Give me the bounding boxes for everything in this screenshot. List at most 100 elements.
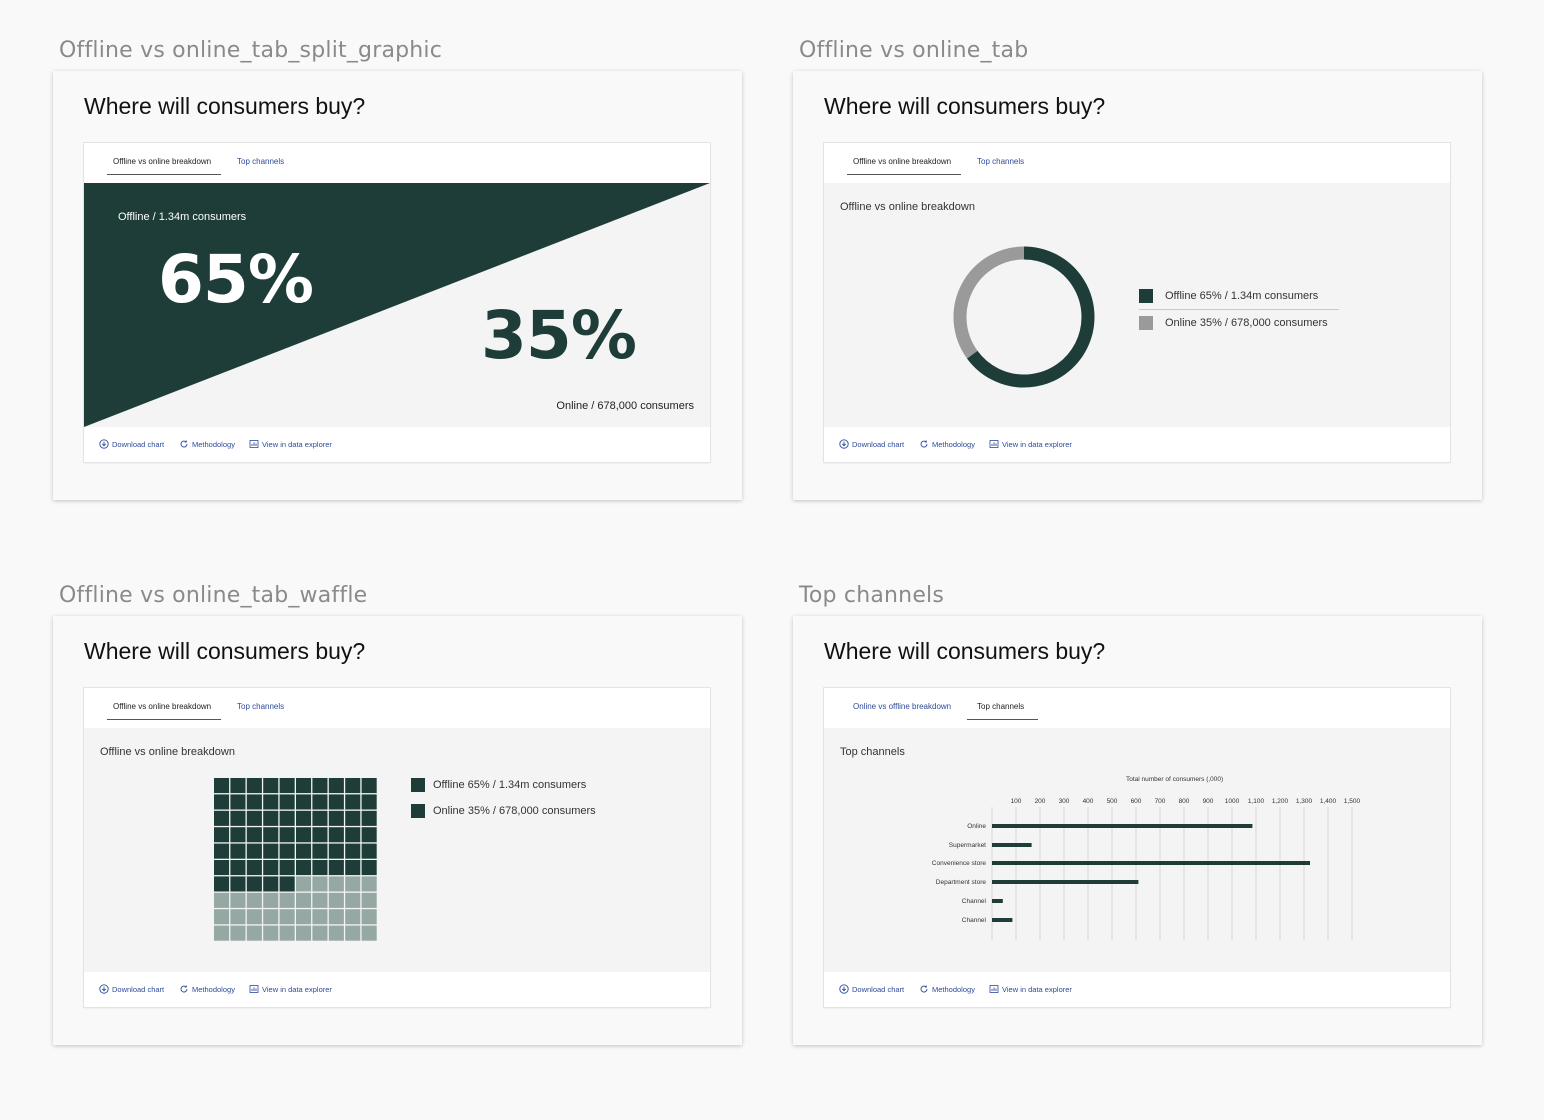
bar-supermarket [992, 843, 1032, 847]
waffle-cell-online [328, 925, 344, 941]
waffle-cell-offline [214, 810, 230, 826]
tab-top-channels[interactable]: Top channels [237, 157, 285, 166]
legend-swatch-online [1139, 316, 1153, 330]
waffle-cell-offline [312, 810, 328, 826]
waffle-cell-offline [361, 794, 377, 810]
waffle-cell-offline [296, 860, 312, 876]
legend-label-online: Online 35% / 678,000 consumers [1165, 317, 1328, 329]
tab-offline-online[interactable]: Offline vs online breakdown [107, 702, 222, 720]
download-chart-button[interactable]: Download chart [99, 439, 164, 449]
methodology-button[interactable]: Methodology [179, 984, 235, 994]
waffle-cell-offline [279, 876, 295, 892]
download-label: Download chart [852, 439, 905, 449]
waffle-cell-offline [279, 860, 295, 876]
waffle-cell-online [328, 892, 344, 908]
tab-online-offline[interactable]: Online vs offline breakdown [853, 702, 952, 711]
waffle-cell-offline [279, 778, 295, 794]
methodology-button[interactable]: Methodology [179, 439, 235, 449]
bar-chart-icon [989, 985, 999, 993]
bar-chart: 100 200 300 400 500 600 700 800 900 1000 1,100 1,20… [932, 798, 1361, 940]
legend-swatch-online [411, 804, 425, 818]
x-tick-label: 600 [1131, 798, 1142, 805]
download-chart-button[interactable]: Download chart [839, 984, 904, 994]
waffle-cell-online [214, 925, 230, 941]
waffle-cell-offline [246, 794, 262, 810]
waffle-cell-offline [328, 794, 344, 810]
methodology-button[interactable]: Methodology [919, 439, 975, 449]
waffle-cell-offline [230, 794, 246, 810]
chart-panel: Online vs offline breakdown Top channels… [824, 688, 1450, 1007]
x-tick-label: 800 [1179, 798, 1190, 805]
download-chart-button[interactable]: Download chart [99, 984, 164, 994]
download-circle-icon [99, 439, 109, 449]
waffle-cell-offline [296, 794, 312, 810]
download-label: Download chart [112, 439, 165, 449]
tab-offline-online[interactable]: Offline vs online breakdown [847, 157, 962, 175]
online-label: Online / 678,000 consumers [556, 400, 694, 412]
legend-label-offline: Offline 65% / 1.34m consumers [433, 779, 587, 791]
y-category-label: Department store [936, 879, 987, 886]
chart-subtitle: Offline vs online breakdown [100, 746, 235, 758]
legend-swatch-offline [411, 778, 425, 792]
donut-chart [953, 246, 1095, 388]
waffle-cell-offline [214, 876, 230, 892]
data-explorer-button[interactable]: View in data explorer [249, 984, 332, 994]
methodology-label: Methodology [192, 439, 235, 449]
chart-panel: Offline vs online breakdown Top channels… [84, 143, 710, 462]
waffle-cell-offline [230, 843, 246, 859]
x-tick-label: 1000 [1225, 798, 1240, 805]
waffle-cell-offline [328, 778, 344, 794]
waffle-cell-offline [246, 827, 262, 843]
offline-triangle [84, 183, 710, 427]
tab-top-channels[interactable]: Top channels [977, 157, 1025, 166]
waffle-cell-offline [214, 860, 230, 876]
data-explorer-button[interactable]: View in data explorer [249, 439, 332, 449]
x-tick-label: 500 [1107, 798, 1118, 805]
waffle-cell-online [230, 909, 246, 925]
waffle-cell-offline [263, 843, 279, 859]
waffle-cell-online [296, 892, 312, 908]
waffle-cell-offline [279, 843, 295, 859]
waffle-cell-offline [328, 860, 344, 876]
waffle-cell-offline [214, 843, 230, 859]
waffle-cell-online [345, 925, 361, 941]
bar-channel [992, 899, 1003, 903]
x-axis-title: Total number of consumers (,000) [1126, 776, 1224, 783]
waffle-cell-offline [296, 827, 312, 843]
methodology-button[interactable]: Methodology [919, 984, 975, 994]
waffle-cell-online [214, 892, 230, 908]
waffle-cell-online [312, 876, 328, 892]
x-tick-label: 300 [1059, 798, 1070, 805]
split-graphic: Offline / 1.34m consumers 65% 35% Online… [84, 183, 710, 427]
chart-subtitle: Top channels [840, 746, 905, 758]
download-chart-button[interactable]: Download chart [839, 439, 904, 449]
chart-footer: Download chart Methodology View in data … [824, 427, 1450, 462]
card-waffle: Where will consumers buy? Offline vs onl… [53, 616, 742, 1045]
explorer-label: View in data explorer [1002, 439, 1072, 449]
waffle-cell-online [279, 909, 295, 925]
tab-bar: Online vs offline breakdown Top channels [824, 688, 1450, 728]
waffle-cell-online [230, 892, 246, 908]
x-tick-label: 100 [1011, 798, 1022, 805]
tab-top-channels[interactable]: Top channels [237, 702, 285, 711]
y-category-label: Channel [962, 917, 987, 924]
waffle-cell-offline [312, 827, 328, 843]
waffle-cell-online [263, 892, 279, 908]
data-explorer-button[interactable]: View in data explorer [989, 984, 1072, 994]
y-category-label: Channel [962, 898, 987, 905]
legend-item-offline: Offline 65% / 1.34m consumers [1139, 289, 1318, 303]
chart-panel: Offline vs online breakdown Top channels… [824, 143, 1450, 462]
legend-label-offline: Offline 65% / 1.34m consumers [1165, 290, 1319, 302]
data-explorer-button[interactable]: View in data explorer [989, 439, 1072, 449]
legend-swatch-offline [1139, 289, 1153, 303]
waffle-cell-online [361, 925, 377, 941]
tab-offline-online[interactable]: Offline vs online breakdown [107, 157, 222, 175]
tab-top-channels[interactable]: Top channels [967, 702, 1039, 720]
waffle-cell-online [263, 909, 279, 925]
waffle-cell-offline [361, 810, 377, 826]
download-circle-icon [839, 984, 849, 994]
waffle-cell-offline [246, 843, 262, 859]
waffle-cell-online [296, 925, 312, 941]
waffle-cell-offline [230, 860, 246, 876]
legend-item-online: Online 35% / 678,000 consumers [411, 804, 596, 818]
